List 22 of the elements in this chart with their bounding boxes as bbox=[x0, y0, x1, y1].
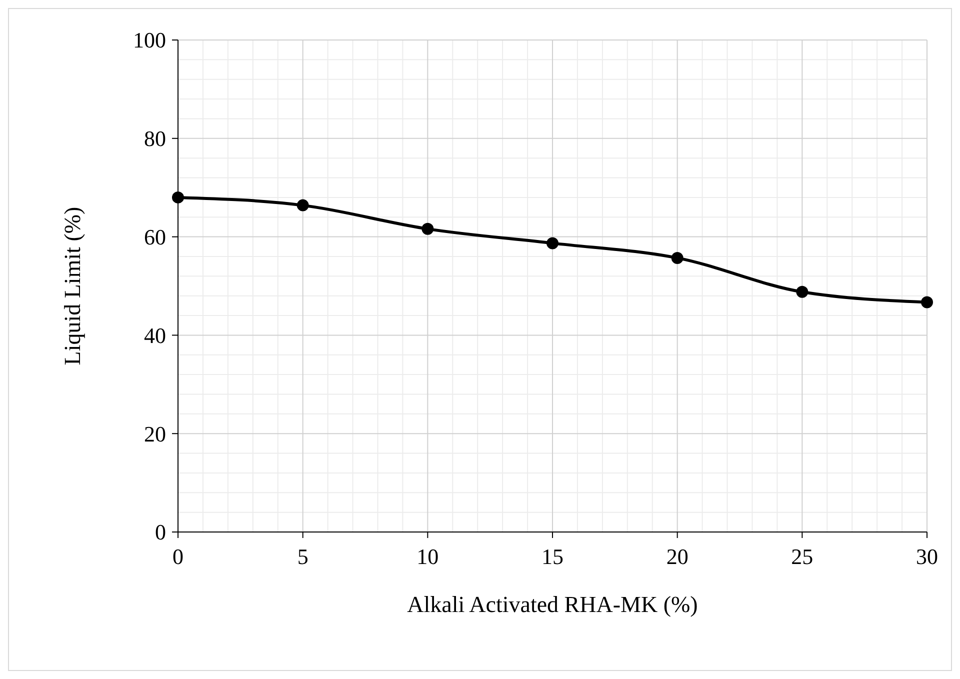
y-axis-title: Liquid Limit (%) bbox=[60, 206, 85, 366]
x-tick-label: 15 bbox=[542, 544, 564, 569]
point bbox=[671, 252, 684, 264]
x-tick-label: 10 bbox=[416, 544, 439, 569]
x-tick-label: 25 bbox=[791, 544, 814, 569]
x-axis-title: Alkali Activated RHA-MK (%) bbox=[407, 592, 698, 617]
y-tick-label: 40 bbox=[144, 322, 166, 348]
point bbox=[172, 191, 184, 204]
point bbox=[546, 237, 558, 250]
y-tick-label: 80 bbox=[144, 126, 166, 152]
point bbox=[921, 296, 933, 308]
y-tick-label: 100 bbox=[133, 28, 166, 53]
x-tick-label: 5 bbox=[297, 544, 308, 569]
x-tick-label: 30 bbox=[916, 544, 938, 569]
x-tick-label: 20 bbox=[666, 544, 688, 569]
point bbox=[422, 222, 434, 235]
y-tick-label: 0 bbox=[155, 520, 166, 545]
x-tick-label: 0 bbox=[172, 544, 184, 569]
y-tick-label: 60 bbox=[144, 224, 166, 250]
point bbox=[796, 286, 808, 298]
point bbox=[296, 199, 309, 212]
y-tick-label: 20 bbox=[144, 421, 166, 446]
